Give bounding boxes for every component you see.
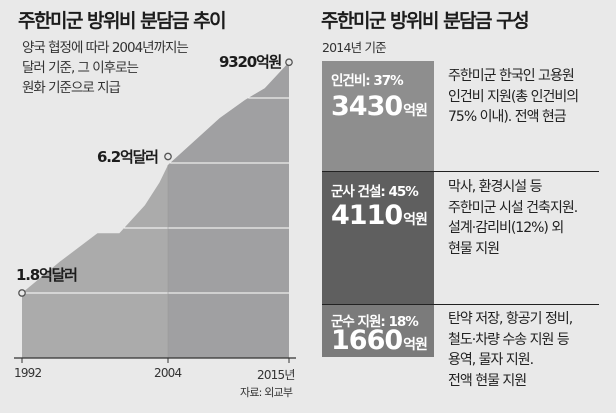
area-series-after-2004: [168, 62, 289, 358]
label-2004: 6.2억달러: [97, 148, 159, 166]
segment-desc: 탄약 저장, 항공기 정비, 철도·차량 수송 지원 등 용역, 물자 지원. …: [448, 311, 573, 389]
subtitle-line: 양국 협정에 따라 2004년까지는: [22, 40, 189, 56]
right-title: 주한미군 방위비 분담금 구성: [321, 10, 530, 32]
x-tick-2004: 2004: [154, 366, 182, 380]
label-1992: 1.8억달러: [16, 266, 78, 284]
segment-desc: 주한미군 한국인 고용원 인건비 지원(총 인건비의 75% 이내). 전액 현…: [448, 68, 579, 125]
segment-personnel: 인건비: 37% 3430억원: [322, 61, 434, 171]
subtitle-line: 원화 기준으로 지급: [22, 80, 121, 96]
label-2015: 9320억원: [219, 53, 282, 71]
divider: [322, 304, 599, 305]
source-note: 자료: 외교부: [240, 386, 293, 399]
segment-amount: 3430억원: [331, 91, 428, 122]
divider: [322, 171, 599, 172]
segment-desc: 막사, 환경시설 등 주한미군 시설 건축지원. 설계·감리비(12%) 외 현…: [448, 179, 578, 257]
segment-header: 군사 건설: 45%: [331, 184, 419, 200]
segment-construction: 군사 건설: 45% 4110억원: [322, 172, 434, 304]
subtitle-line: 달러 기준, 그 이후로는: [22, 60, 139, 76]
right-subtitle: 2014년 기준: [322, 40, 387, 55]
x-tick-1992: 1992: [14, 366, 42, 380]
segment-logistics: 군수 지원: 18% 1660억원: [322, 305, 434, 357]
segment-header: 인건비: 37%: [331, 73, 404, 89]
x-tick-2015: 2015년: [257, 368, 295, 382]
data-point-marker: [164, 152, 172, 161]
area-chart: [14, 58, 296, 363]
amount-value: 3430: [331, 91, 403, 122]
amount-value: 4110: [331, 200, 403, 231]
left-title: 주한미군 방위비 분담금 추이: [18, 10, 227, 32]
data-point-marker: [18, 289, 26, 297]
amount-unit: 억원: [403, 337, 428, 353]
segment-amount: 4110억원: [331, 200, 428, 231]
segment-amount: 1660억원: [331, 325, 428, 356]
amount-unit: 억원: [403, 212, 428, 228]
left-subtitle: 양국 협정에 따라 2004년까지는 달러 기준, 그 이후로는 원화 기준으로…: [22, 38, 189, 98]
amount-unit: 억원: [403, 103, 428, 119]
amount-value: 1660: [331, 325, 403, 356]
data-point-marker: [285, 58, 293, 67]
segment-header: 군수 지원: 18%: [331, 314, 419, 330]
